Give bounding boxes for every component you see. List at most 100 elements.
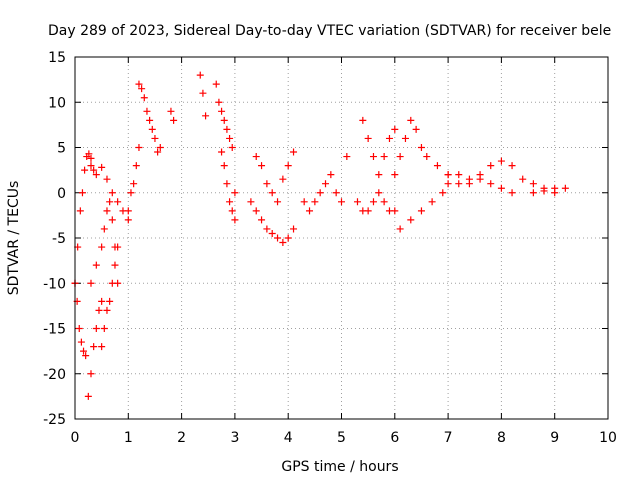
data-point	[306, 207, 314, 215]
data-point	[140, 94, 148, 102]
data-point	[465, 180, 473, 188]
data-point	[252, 207, 260, 215]
data-point	[87, 162, 95, 170]
data-point	[103, 306, 111, 314]
data-point	[332, 189, 340, 197]
data-point	[220, 116, 228, 124]
y-tick-label: -25	[43, 412, 66, 428]
data-point	[231, 189, 239, 197]
data-point	[130, 180, 138, 188]
data-point	[92, 171, 100, 179]
data-point	[127, 189, 135, 197]
data-point	[114, 198, 122, 206]
data-point	[124, 216, 132, 224]
data-point	[124, 207, 132, 215]
data-point	[487, 180, 495, 188]
data-point	[228, 144, 236, 151]
data-point	[258, 162, 266, 170]
y-axis-label: SDTVAR / TECUs	[6, 181, 22, 296]
data-point	[100, 325, 108, 332]
data-point	[154, 148, 162, 156]
data-point	[561, 184, 569, 192]
data-point	[428, 198, 436, 206]
data-point	[391, 207, 399, 215]
data-point	[106, 297, 114, 305]
grid-lines	[75, 57, 608, 419]
data-point	[290, 225, 298, 233]
x-tick-label: 8	[497, 430, 506, 446]
data-point	[82, 352, 90, 360]
data-point	[81, 166, 89, 174]
data-point	[274, 234, 282, 242]
data-point	[148, 125, 156, 133]
plot-frame	[74, 56, 609, 420]
data-point	[353, 198, 361, 206]
data-point	[218, 107, 226, 115]
data-point	[135, 80, 143, 88]
data-point	[135, 144, 143, 151]
data-point	[455, 171, 463, 179]
data-point	[417, 207, 425, 215]
data-point	[170, 116, 178, 124]
data-point	[108, 279, 116, 287]
data-point	[196, 71, 204, 79]
y-tick-label: 5	[57, 141, 66, 157]
data-point	[231, 216, 239, 224]
data-point	[85, 150, 93, 158]
x-tick-label: 2	[177, 430, 186, 446]
x-tick-label: 3	[230, 430, 239, 446]
data-point	[75, 325, 83, 332]
x-tick-label: 9	[550, 430, 559, 446]
data-point	[78, 189, 86, 197]
data-point	[111, 261, 119, 269]
data-point	[98, 163, 106, 171]
data-point	[529, 180, 537, 188]
data-point	[391, 125, 399, 133]
data-point	[284, 234, 292, 242]
data-point	[114, 243, 122, 251]
data-point	[551, 189, 559, 197]
y-tick-label: 15	[48, 50, 66, 66]
data-point	[87, 370, 95, 378]
data-point	[423, 153, 431, 161]
data-point	[338, 198, 345, 206]
x-tick-label: 6	[390, 430, 399, 446]
data-point	[98, 343, 106, 351]
x-tick-label: 4	[284, 430, 293, 446]
y-tick-label: 0	[57, 186, 66, 202]
data-point	[444, 171, 452, 179]
data-point	[311, 198, 319, 206]
data-point	[439, 189, 447, 197]
data-point	[87, 154, 95, 162]
data-point	[391, 171, 399, 179]
data-point	[215, 98, 223, 106]
data-point	[167, 107, 175, 115]
data-point	[95, 306, 103, 314]
data-point	[228, 207, 236, 215]
data-point	[103, 207, 111, 215]
data-point	[151, 134, 159, 142]
x-tick-label: 0	[71, 430, 80, 446]
data-point	[223, 125, 231, 133]
data-point	[375, 189, 383, 197]
data-point	[202, 112, 210, 120]
data-point	[98, 243, 106, 251]
data-point	[385, 134, 393, 142]
data-point	[476, 175, 484, 183]
data-point	[497, 184, 505, 192]
data-point	[407, 216, 415, 224]
data-point	[279, 239, 287, 247]
data-point	[146, 116, 154, 124]
data-points	[71, 71, 569, 400]
data-point	[279, 175, 287, 183]
axis-ticks: 0 1 2 3 4 5 6 7 8 9 10 -25 -20 -15 -10 -5 0 5 10 15	[43, 50, 617, 446]
x-tick-label: 10	[599, 430, 617, 446]
data-point	[433, 162, 441, 170]
data-point	[274, 198, 282, 206]
data-point	[90, 343, 98, 351]
data-point	[497, 157, 505, 165]
data-point	[226, 198, 234, 206]
data-point	[508, 189, 516, 197]
data-point	[519, 175, 527, 183]
